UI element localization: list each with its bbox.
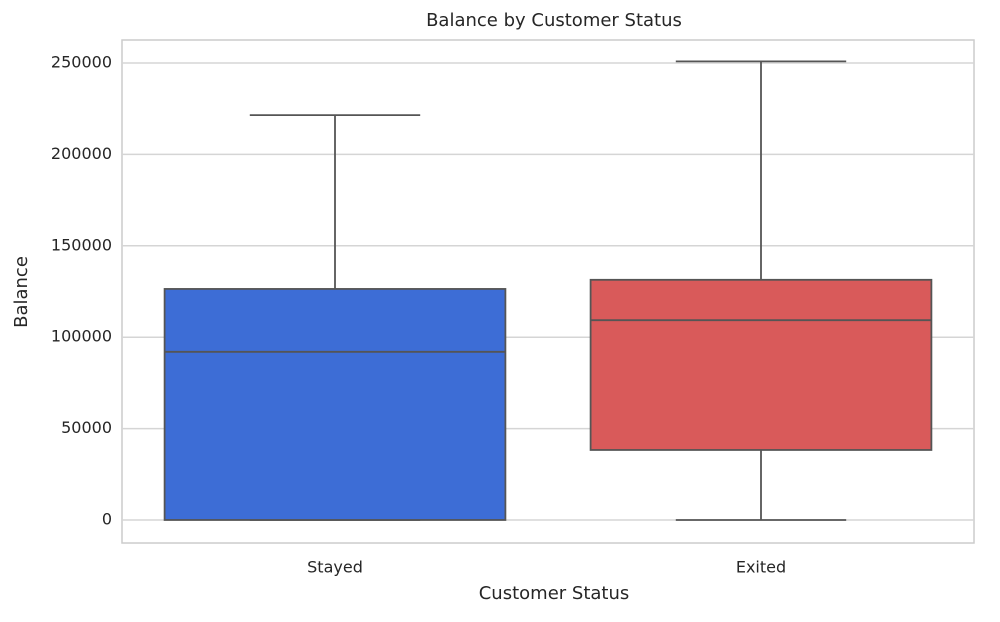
y-tick-label: 150000 bbox=[51, 235, 112, 254]
y-tick-label: 100000 bbox=[51, 327, 112, 346]
y-tick-label: 250000 bbox=[51, 53, 112, 72]
chart-title: Balance by Customer Status bbox=[426, 10, 682, 31]
plot-area: 0 50000 100000 150000 200000 250000 Stayed Exit… bbox=[51, 53, 974, 577]
y-axis-label: Balance bbox=[11, 256, 32, 328]
y-tick-label: 200000 bbox=[51, 144, 112, 163]
box bbox=[163, 288, 507, 521]
y-tick-label: 0 bbox=[102, 509, 112, 528]
y-tick-label: 50000 bbox=[61, 418, 112, 437]
x-axis-label: Customer Status bbox=[479, 583, 630, 604]
box bbox=[589, 278, 933, 451]
x-tick-label: Exited bbox=[736, 558, 786, 577]
x-tick-label: Stayed bbox=[307, 558, 363, 577]
